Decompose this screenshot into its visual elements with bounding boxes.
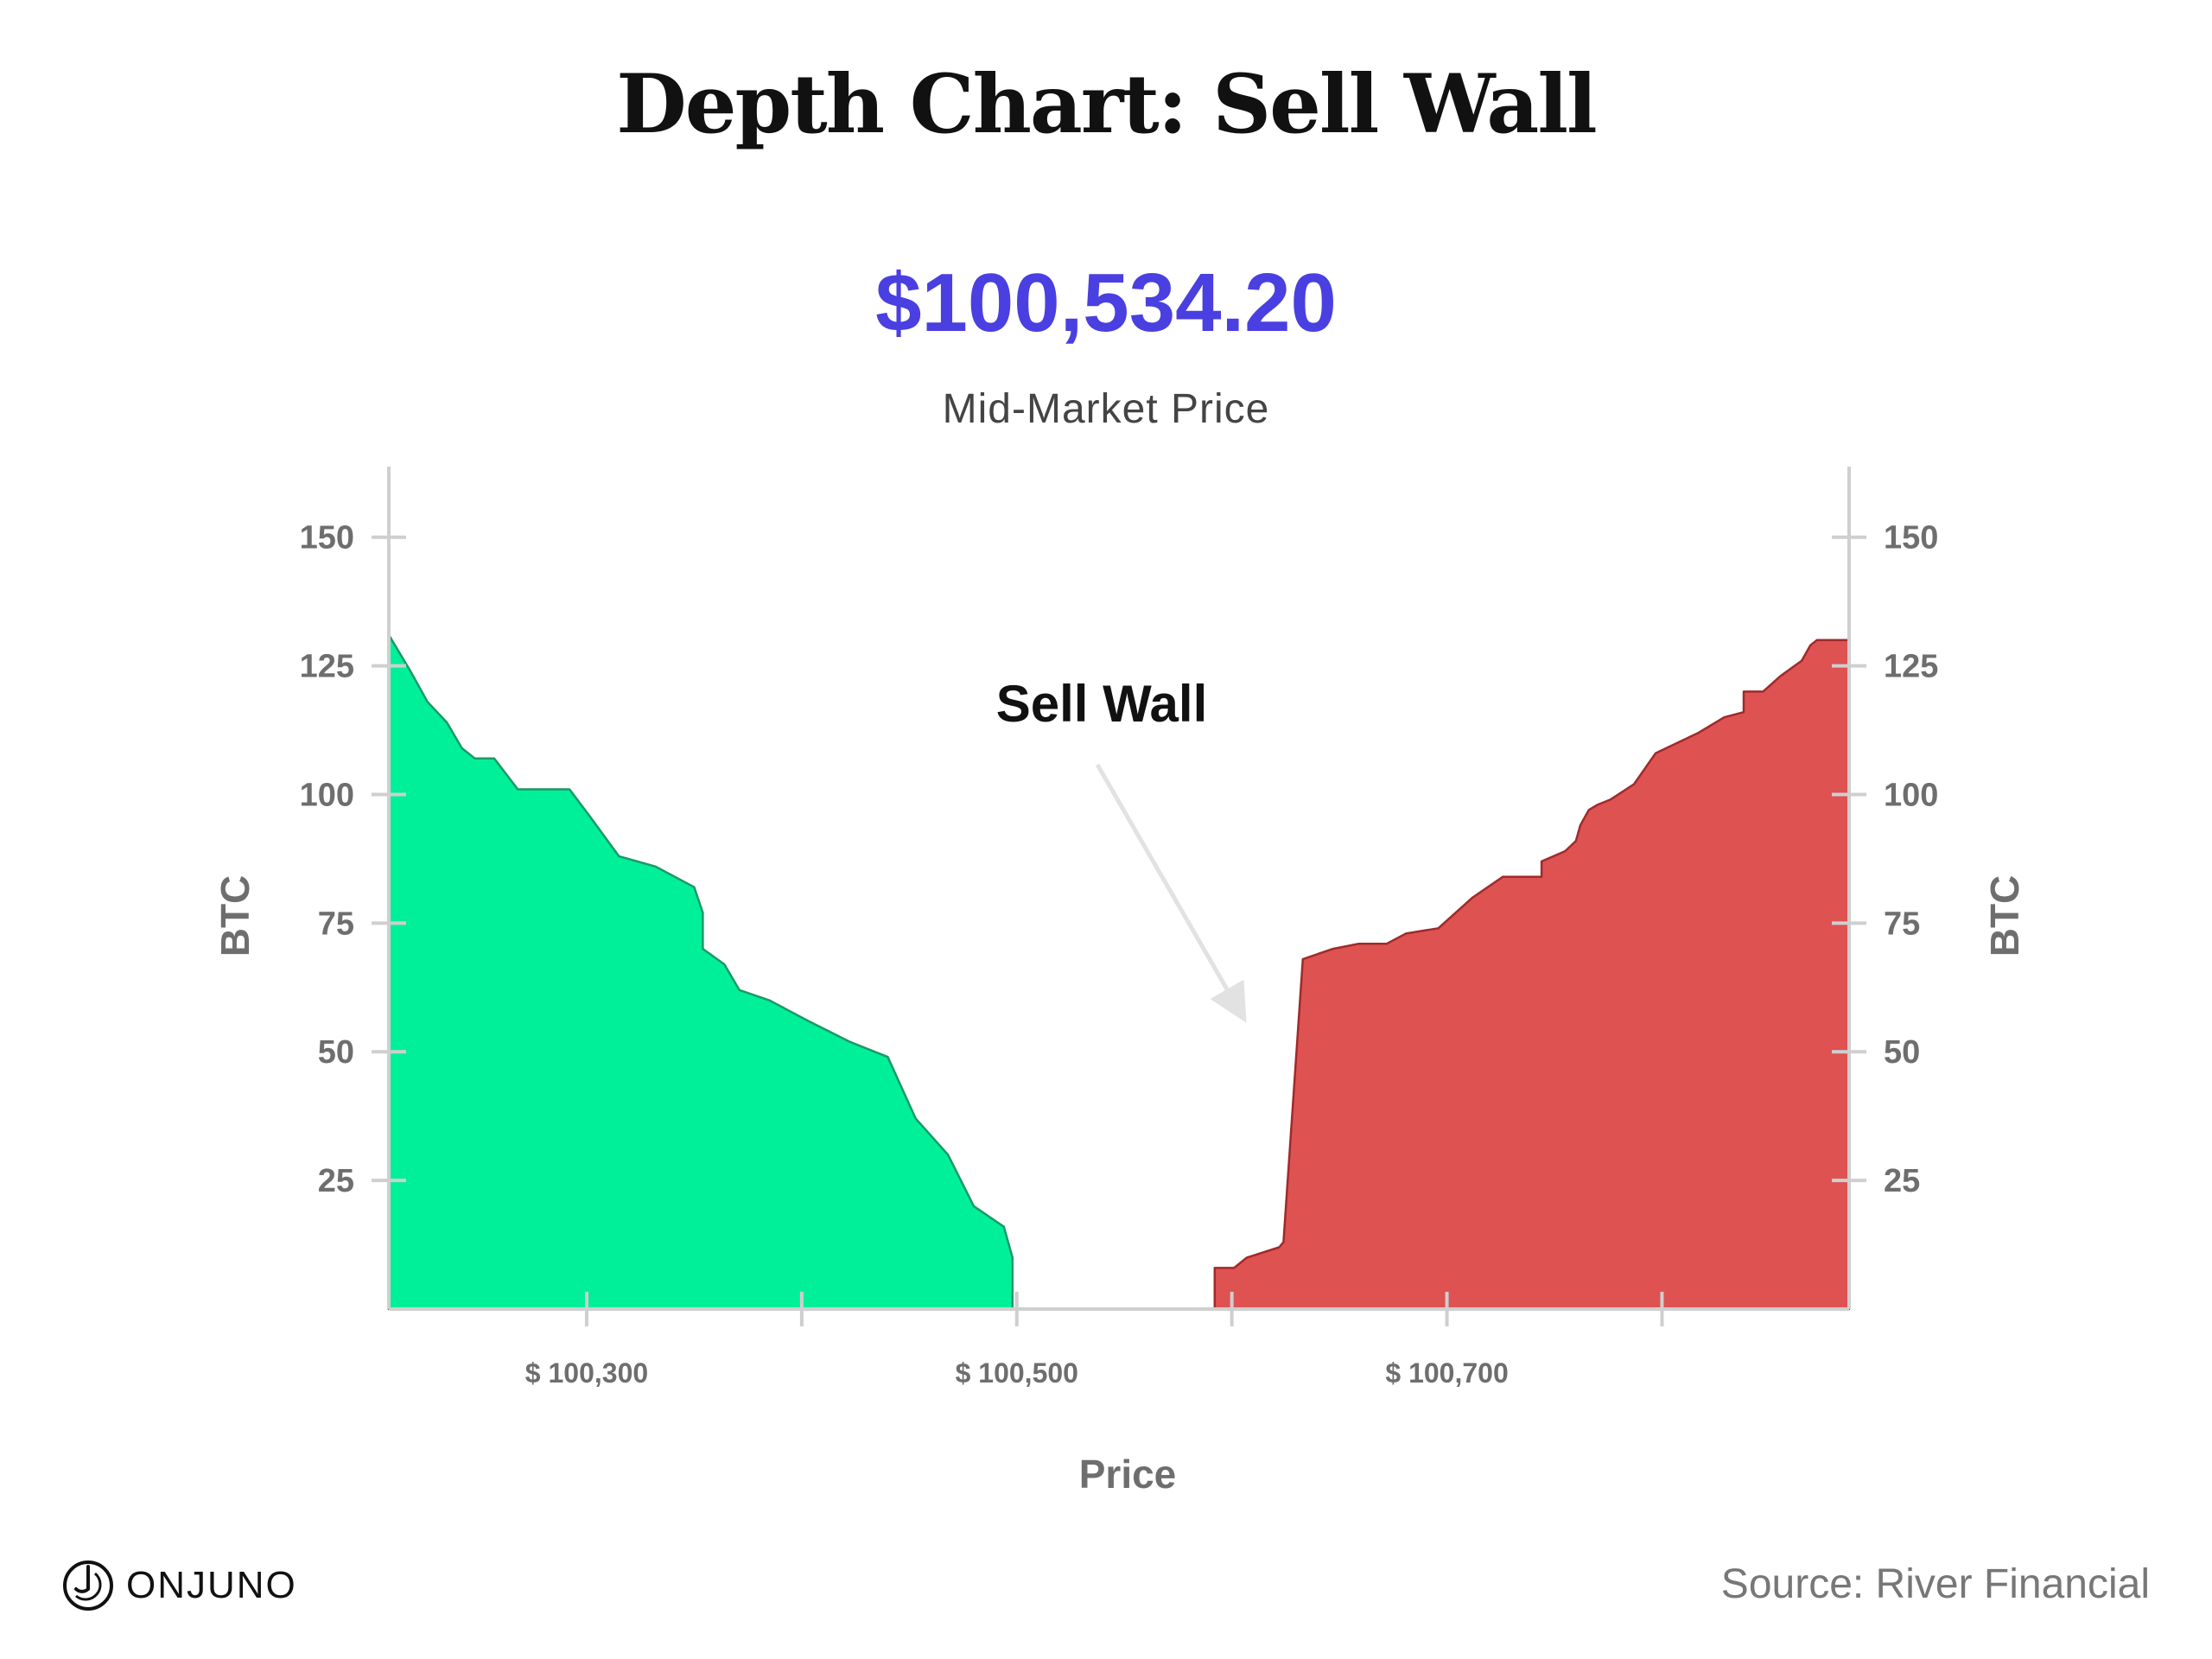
y-tick-label-right: 75 — [1884, 906, 1920, 942]
sell-wall-annotation: Sell Wall — [996, 675, 1247, 1023]
y-tick-label-left: 100 — [300, 777, 354, 813]
y-tick-label-left: 50 — [318, 1034, 354, 1071]
mid-market-price: $100,534.20 — [875, 257, 1337, 349]
x-axis-title: Price — [1079, 1452, 1177, 1497]
axes — [372, 467, 1866, 1326]
onjuno-brand-text: ONJUNO — [126, 1564, 297, 1606]
mid-market-price-label: Mid-Market Price — [942, 386, 1270, 432]
y-tick-label-left: 75 — [318, 906, 354, 942]
x-tick-label: $ 100,300 — [525, 1357, 648, 1389]
sell-wall-arrow — [1095, 763, 1247, 1023]
onjuno-logo-icon — [63, 1560, 113, 1611]
y-tick-label-left: 25 — [318, 1163, 354, 1199]
sell-wall-label: Sell Wall — [996, 675, 1208, 733]
y-axis-title-left: BTC — [213, 875, 257, 957]
source-credit: Source: River Financial — [1720, 1561, 2150, 1607]
asks-depth-area — [1213, 639, 1851, 1311]
onjuno-logo: ONJUNO — [60, 1555, 297, 1616]
axis-labels: 25 25 50 50 75 75 100 100 125 125 150 150 $ 100,300 $… — [213, 520, 2027, 1497]
x-tick-label: $ 100,700 — [1385, 1357, 1508, 1389]
y-tick-label-left: 125 — [300, 649, 354, 685]
y-tick-label-right: 100 — [1884, 777, 1938, 813]
y-tick-label-left: 150 — [300, 520, 354, 556]
y-axis-title-right: BTC — [1982, 875, 2027, 957]
chart-title: Depth Chart: Sell Wall — [616, 57, 1598, 152]
depth-areas — [387, 633, 1851, 1311]
x-tick-label: $ 100,500 — [956, 1357, 1078, 1389]
y-tick-label-right: 25 — [1884, 1163, 1920, 1199]
bids-depth-area — [387, 633, 1014, 1311]
y-tick-label-right: 150 — [1884, 520, 1938, 556]
y-tick-label-right: 50 — [1884, 1034, 1920, 1071]
y-tick-label-right: 125 — [1884, 649, 1938, 685]
